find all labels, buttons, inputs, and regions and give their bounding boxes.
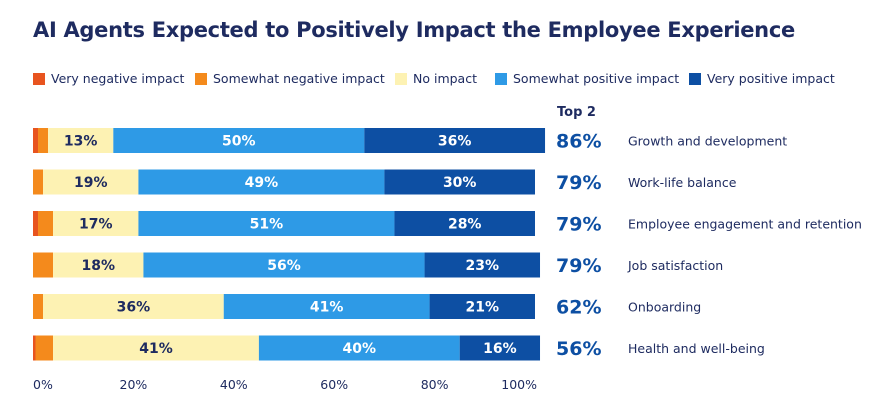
data-label: 13% <box>64 134 98 150</box>
bar-segment <box>53 335 259 361</box>
x-tick-label: 40% <box>220 377 248 392</box>
bar-segment <box>35 335 54 361</box>
category-label: Growth and development <box>628 134 787 149</box>
legend-item-very-negative: Very negative impact <box>33 71 184 86</box>
bar-segment <box>459 335 541 361</box>
top2-value: 79% <box>556 255 601 277</box>
data-label: 17% <box>79 217 113 233</box>
legend-swatch-somewhat-positive <box>495 72 507 85</box>
top2-value: 79% <box>556 214 601 236</box>
legend-label-somewhat-positive: Somewhat positive impact <box>513 71 680 86</box>
data-label: 18% <box>82 258 116 274</box>
data-label: 36% <box>438 134 472 150</box>
data-label: 41% <box>310 300 344 316</box>
data-label: 16% <box>483 341 517 357</box>
top2-value: 56% <box>556 338 601 360</box>
top2-value: 79% <box>556 172 601 194</box>
category-label: Employee engagement and retention <box>628 217 862 232</box>
x-tick-label: 80% <box>421 377 449 392</box>
data-label: 23% <box>466 258 500 274</box>
category-label: Onboarding <box>628 300 701 315</box>
data-label: 36% <box>117 300 151 316</box>
data-label: 30% <box>443 175 477 191</box>
legend-swatch-very-positive <box>689 72 701 85</box>
category-label: Work-life balance <box>628 175 737 190</box>
x-tick-label: 60% <box>320 377 348 392</box>
bar-segment <box>43 294 224 319</box>
category-label: Job satisfaction <box>627 258 723 273</box>
bar-segment <box>48 128 114 153</box>
bar-segment <box>33 169 44 195</box>
legend-swatch-no-impact <box>395 72 407 85</box>
bar-segment <box>33 335 36 361</box>
legend-label-very-negative: Very negative impact <box>51 71 185 86</box>
bar-segment <box>53 252 144 278</box>
legend-label-no-impact: No impact <box>413 71 477 86</box>
bar-segment <box>113 128 365 153</box>
bar-segment <box>138 211 395 236</box>
x-tick-label: 100% <box>501 377 537 392</box>
bar-segment <box>33 252 54 278</box>
bar-segment <box>424 252 541 278</box>
legend-label-somewhat-negative: Somewhat negative impact <box>213 71 385 86</box>
data-label: 51% <box>250 217 284 233</box>
bar-segment <box>53 211 139 236</box>
data-label: 40% <box>343 341 377 357</box>
bar-segment <box>429 294 535 319</box>
bar-segment <box>138 169 385 195</box>
x-tick-label: 0% <box>33 377 53 392</box>
data-label: 56% <box>267 258 301 274</box>
bar-segment <box>33 128 39 153</box>
bar-segment <box>38 128 49 153</box>
data-label: 41% <box>139 341 173 357</box>
top2-value: 86% <box>556 131 601 153</box>
bar-segment <box>33 294 44 319</box>
category-label: Health and well-being <box>628 341 765 356</box>
legend-label-very-positive: Very positive impact <box>707 71 835 86</box>
data-label: 50% <box>222 134 256 150</box>
top2-header: Top 2 <box>557 105 596 120</box>
bar-segment <box>43 169 139 195</box>
legend-item-no-impact: No impact <box>395 71 477 86</box>
bar-segment <box>38 211 54 236</box>
x-tick-label: 20% <box>120 377 148 392</box>
bar-segment <box>384 169 535 195</box>
bar-segment <box>33 211 39 236</box>
bar-segment <box>364 128 546 153</box>
legend-item-very-positive: Very positive impact <box>689 71 835 86</box>
bar-segment <box>394 211 535 236</box>
top2-value: 62% <box>556 297 601 319</box>
legend-item-somewhat-positive: Somewhat positive impact <box>495 71 679 86</box>
bar-segment <box>223 294 430 319</box>
legend-swatch-very-negative <box>33 72 45 85</box>
chart-title: AI Agents Expected to Positively Impact … <box>33 18 795 42</box>
data-label: 21% <box>466 300 500 316</box>
data-label: 28% <box>448 217 482 233</box>
legend-item-somewhat-negative: Somewhat negative impact <box>195 71 385 86</box>
legend-swatch-somewhat-negative <box>195 72 207 85</box>
data-label: 49% <box>245 175 279 191</box>
bar-segment <box>258 335 460 361</box>
bar-segment <box>143 252 425 278</box>
data-label: 19% <box>74 175 108 191</box>
